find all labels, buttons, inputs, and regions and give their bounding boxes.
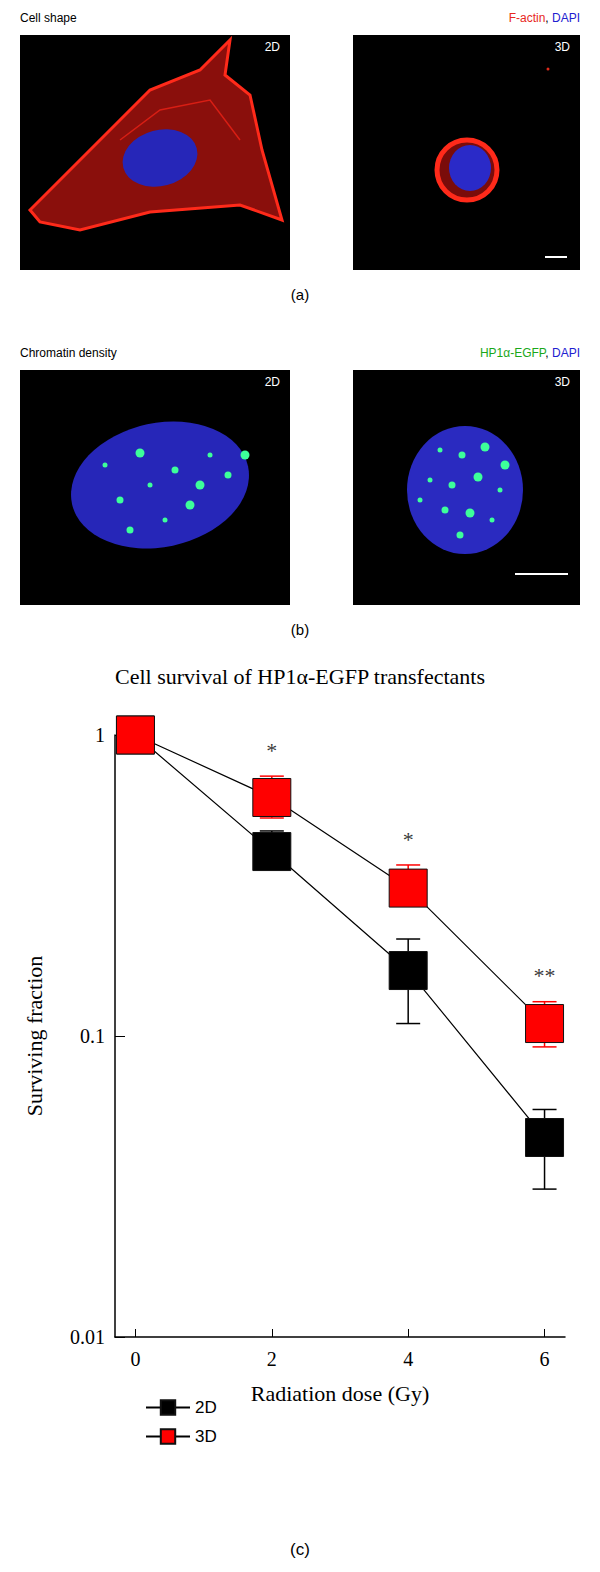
svg-text:**: ** [534,963,556,988]
svg-text:0: 0 [130,1348,140,1370]
svg-text:2D: 2D [195,1398,217,1417]
svg-text:F-actin, DAPI: F-actin, DAPI [509,11,580,25]
svg-text:2D: 2D [265,375,281,389]
svg-text:Chromatin density: Chromatin density [20,346,117,360]
svg-text:0.01: 0.01 [70,1326,105,1348]
svg-text:3D: 3D [195,1427,217,1446]
svg-text:2D: 2D [265,40,281,54]
svg-text:*: * [266,738,277,763]
svg-text:2: 2 [267,1348,277,1370]
svg-text:1: 1 [95,724,105,746]
svg-text:(a): (a) [291,286,309,303]
html-text:(c): (c) [290,1540,310,1559]
svg-text:4: 4 [403,1348,413,1370]
svg-text:3D: 3D [555,40,571,54]
svg-text:Surviving fraction: Surviving fraction [22,956,47,1117]
svg-text:3D: 3D [555,375,571,389]
svg-text:Cell shape: Cell shape [20,11,77,25]
svg-text:(b): (b) [291,621,309,638]
svg-text:HP1α-EGFP, DAPI: HP1α-EGFP, DAPI [480,346,580,360]
svg-text:*: * [403,827,414,852]
svg-text:0.1: 0.1 [80,1025,105,1047]
svg-text:6: 6 [540,1348,550,1370]
svg-text:Cell survival of HP1α-EGFP tra: Cell survival of HP1α-EGFP transfectants [115,664,485,689]
svg-text:Radiation dose (Gy): Radiation dose (Gy) [251,1381,429,1406]
